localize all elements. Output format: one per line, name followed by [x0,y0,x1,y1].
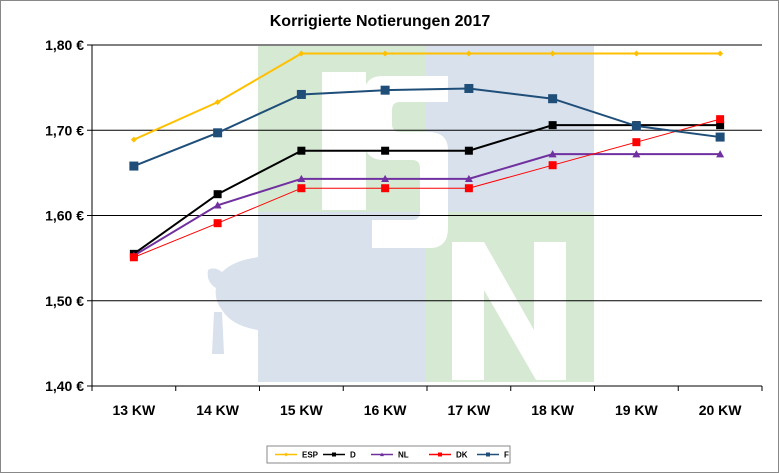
data-point-dk [464,184,473,193]
data-point-nl [213,201,222,209]
data-point-nl [632,150,641,158]
x-tick-label: 15 KW [280,402,324,418]
data-point-dk [548,161,557,170]
data-point-f [129,161,139,171]
data-point-d [464,146,473,155]
data-point-dk [297,184,306,193]
legend-item-d: D [323,451,356,460]
series-line-dk [133,118,721,258]
watermark-letter-i [322,72,366,210]
watermark-pig-leg [212,312,224,354]
series-dk [129,115,725,262]
x-axis-tick-labels: 13 KW 14 KW 15 KW 16 KW 17 KW 18 KW 19 KW 20 KW [112,402,742,418]
data-series [129,50,725,262]
x-tick-label: 20 KW [699,402,743,418]
y-tick-label: 1,50 € [45,293,84,309]
legend-marker [486,452,490,457]
series-line-nl [133,153,721,257]
data-point-f [296,89,306,99]
data-point-d [381,146,390,155]
watermark-pig-icon [207,255,370,354]
data-point-f [464,83,474,93]
x-tick-label: 18 KW [531,402,575,418]
data-point-esp [717,50,724,57]
data-point-esp [214,99,221,106]
legend-item-dk: DK [429,451,468,460]
data-point-dk [716,115,725,124]
x-tick-label: 13 KW [112,402,156,418]
data-point-d [297,146,306,155]
data-point-f [213,128,223,138]
legend-label: NL [398,451,409,460]
data-point-esp [549,50,556,57]
data-point-d [548,121,557,130]
data-point-dk [381,184,390,193]
series-line-esp [133,52,721,141]
data-point-dk [129,253,138,262]
legend-item-esp: ESP [275,451,319,460]
legend-marker [438,452,442,457]
series-f [129,83,725,171]
axes [87,44,763,391]
legend-label: F [504,451,509,460]
data-point-nl [297,174,306,183]
legend-marker [380,452,384,457]
y-tick-label: 1,80 € [45,37,84,53]
x-tick-label: 17 KW [447,402,491,418]
data-point-esp [382,50,389,57]
data-point-f [715,132,725,142]
data-point-nl [716,150,725,158]
legend-item-f: F [477,451,509,460]
data-point-f [631,121,641,131]
data-point-d [213,190,222,199]
watermark-blue-block-top [426,46,594,212]
data-point-nl [464,174,473,183]
data-point-esp [130,136,137,143]
series-line-f [133,87,721,167]
series-esp [130,50,724,143]
series-line-d [133,124,721,255]
x-tick-label: 14 KW [196,402,240,418]
data-point-dk [632,138,641,147]
legend-label: DK [456,451,468,460]
legend-marker [332,452,336,457]
y-tick-label: 1,70 € [45,122,84,138]
data-point-esp [633,50,640,57]
grid-lines [92,44,762,302]
data-point-esp [465,50,472,57]
x-tick-label: 16 KW [364,402,408,418]
legend-marker [284,452,288,457]
y-tick-label: 1,60 € [45,208,84,224]
y-axis-tick-labels: 1,40 € 1,50 € 1,60 € 1,70 € 1,80 € [45,37,84,394]
x-tick-label: 19 KW [615,402,659,418]
data-point-f [548,94,558,104]
legend-label: D [350,451,356,460]
data-point-dk [213,219,222,228]
chart-title: Korrigierte Notierungen 2017 [270,13,491,30]
data-point-nl [548,150,557,158]
watermark-letter-n [452,242,566,380]
data-point-esp [298,50,305,57]
data-point-f [380,85,390,95]
y-tick-label: 1,40 € [45,378,84,394]
watermark-letter-s [364,76,448,248]
legend-label: ESP [302,451,319,460]
legend-item-nl: NL [371,451,409,460]
legend: ESP D NL DK F [275,451,509,460]
data-point-nl [381,174,390,183]
data-point-d [716,121,725,130]
